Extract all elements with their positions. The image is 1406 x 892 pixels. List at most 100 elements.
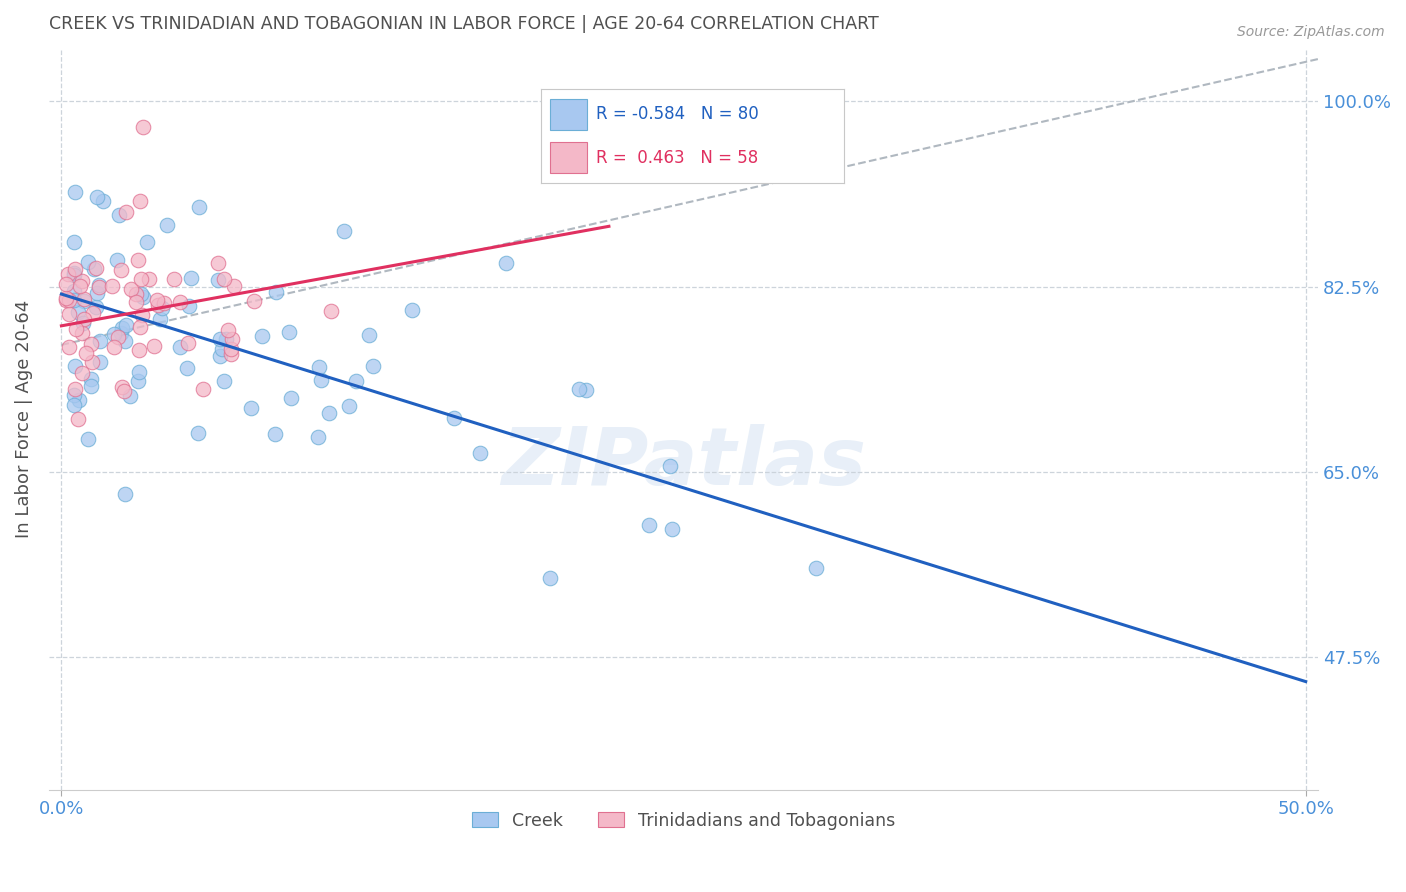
- Point: [73, 292, 96, 306]
- Point: [152, 301, 174, 315]
- Point: [114, 205, 136, 219]
- Point: [129, 287, 152, 301]
- Point: [103, 340, 125, 354]
- Point: [63, 359, 86, 374]
- Point: [575, 383, 598, 397]
- Point: [114, 487, 136, 501]
- Point: [89, 355, 111, 369]
- Point: [63, 235, 86, 249]
- Point: [86, 286, 108, 301]
- Point: [179, 299, 201, 313]
- Point: [70, 274, 93, 288]
- Point: [127, 374, 149, 388]
- Point: [128, 365, 150, 379]
- Bar: [550, 98, 586, 130]
- Point: [77, 255, 100, 269]
- Point: [86, 190, 108, 204]
- Point: [63, 268, 86, 283]
- Point: [495, 256, 517, 270]
- Point: [637, 518, 659, 533]
- Point: [468, 446, 491, 460]
- Point: [128, 343, 150, 357]
- Point: [70, 326, 93, 341]
- Point: [110, 321, 132, 335]
- Point: [307, 430, 329, 444]
- Point: [180, 271, 202, 285]
- Point: [187, 425, 209, 440]
- Y-axis label: In Labor Force | Age 20-64: In Labor Force | Age 20-64: [15, 300, 32, 538]
- Point: [138, 272, 160, 286]
- Point: [188, 200, 211, 214]
- Point: [115, 318, 138, 333]
- Point: [239, 401, 262, 416]
- Point: [63, 398, 86, 412]
- Point: [58, 340, 80, 354]
- Point: [63, 285, 86, 299]
- Point: [806, 561, 828, 575]
- Point: [146, 298, 169, 312]
- Point: [84, 260, 107, 275]
- Point: [58, 307, 80, 321]
- Text: R =  0.463   N = 58: R = 0.463 N = 58: [596, 149, 758, 167]
- Point: [176, 360, 198, 375]
- Point: [318, 406, 340, 420]
- Point: [73, 311, 96, 326]
- Point: [277, 326, 299, 340]
- Point: [169, 295, 191, 310]
- Point: [82, 306, 104, 320]
- Point: [280, 392, 302, 406]
- Point: [319, 304, 342, 318]
- Point: [443, 411, 465, 425]
- Point: [80, 372, 103, 386]
- Point: [118, 389, 141, 403]
- Point: [67, 393, 90, 408]
- Point: [63, 388, 86, 402]
- Point: [66, 305, 89, 319]
- Point: [80, 336, 103, 351]
- Point: [56, 268, 79, 282]
- Point: [177, 336, 200, 351]
- Point: [207, 256, 229, 270]
- Point: [55, 291, 77, 305]
- Point: [110, 326, 132, 341]
- Point: [127, 253, 149, 268]
- Point: [65, 321, 87, 335]
- Point: [128, 194, 150, 209]
- Point: [66, 412, 89, 426]
- Point: [212, 272, 235, 286]
- Point: [143, 339, 166, 353]
- Point: [146, 293, 169, 307]
- Legend: Creek, Trinidadians and Tobagonians: Creek, Trinidadians and Tobagonians: [465, 805, 901, 837]
- Point: [132, 120, 155, 135]
- Point: [209, 332, 232, 346]
- Point: [132, 290, 155, 304]
- Text: ZIPatlas: ZIPatlas: [501, 425, 866, 502]
- Point: [111, 380, 134, 394]
- Point: [211, 342, 233, 356]
- Point: [80, 378, 103, 392]
- Point: [136, 235, 159, 249]
- Point: [125, 295, 148, 310]
- Text: CREEK VS TRINIDADIAN AND TOBAGONIAN IN LABOR FORCE | AGE 20-64 CORRELATION CHART: CREEK VS TRINIDADIAN AND TOBAGONIAN IN L…: [49, 15, 879, 33]
- Point: [91, 194, 114, 209]
- Point: [311, 373, 333, 387]
- Point: [207, 273, 229, 287]
- Point: [63, 293, 86, 308]
- Point: [129, 319, 152, 334]
- Point: [337, 399, 360, 413]
- Text: Source: ZipAtlas.com: Source: ZipAtlas.com: [1237, 25, 1385, 39]
- Point: [63, 382, 86, 396]
- Point: [661, 522, 683, 536]
- Point: [357, 328, 380, 343]
- Point: [163, 271, 186, 285]
- Point: [344, 374, 367, 388]
- Point: [110, 262, 132, 277]
- Point: [215, 332, 238, 346]
- Point: [264, 426, 287, 441]
- Point: [217, 323, 239, 337]
- Bar: [550, 142, 586, 173]
- Point: [568, 382, 591, 396]
- Point: [153, 296, 176, 310]
- Point: [149, 311, 172, 326]
- Point: [214, 374, 236, 388]
